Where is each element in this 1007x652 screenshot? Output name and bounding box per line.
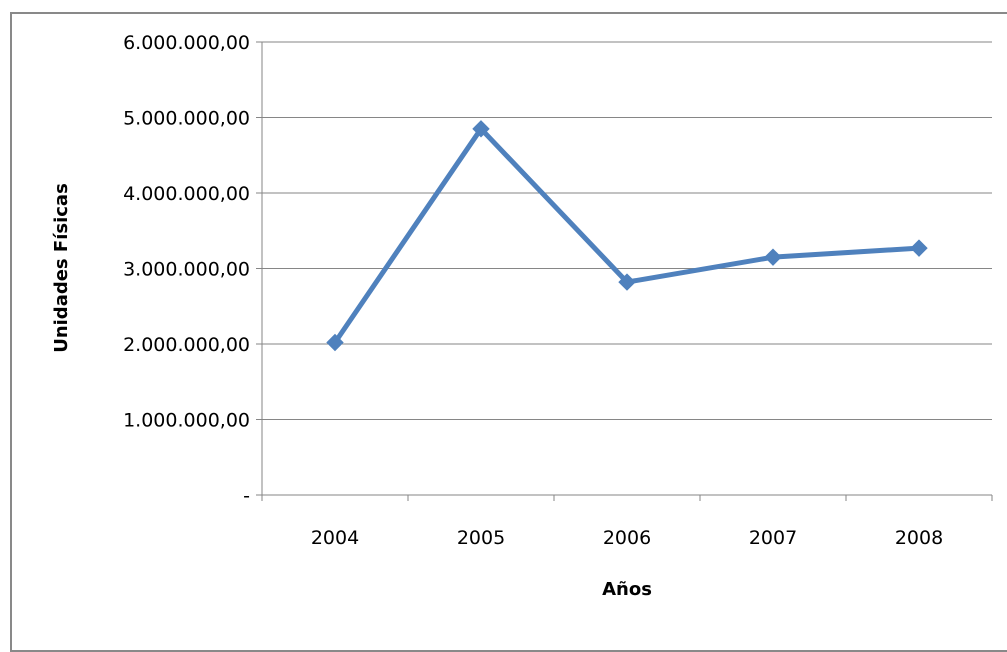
y-tick-label: 2.000.000,00 — [123, 334, 250, 356]
data-point-marker — [910, 239, 928, 257]
y-tick-label: 3.000.000,00 — [123, 259, 250, 281]
x-tick-label: 2008 — [895, 527, 943, 549]
chart-area: - 1.000.000,00 2.000.000,00 3.000.000,00 4.0… — [10, 12, 1007, 652]
y-axis-title: Unidades Físicas — [51, 183, 72, 353]
line-chart: - 1.000.000,00 2.000.000,00 3.000.000,00 4.0… — [51, 32, 993, 600]
y-tick-label: 4.000.000,00 — [123, 183, 250, 205]
y-tick-label: 1.000.000,00 — [123, 410, 250, 432]
y-tick-label: - — [243, 485, 250, 507]
x-tick-label: 2004 — [311, 527, 359, 549]
x-tick-label: 2005 — [457, 527, 505, 549]
data-point-marker — [472, 120, 490, 138]
y-tick-labels: - 1.000.000,00 2.000.000,00 3.000.000,00 4.0… — [123, 32, 250, 507]
gridlines — [262, 41, 992, 420]
data-point-marker — [618, 273, 636, 291]
series-line — [332, 126, 922, 345]
data-point-marker — [326, 333, 344, 352]
x-tick-label: 2006 — [603, 527, 651, 549]
data-point-marker — [764, 248, 782, 266]
y-tick-label: 5.000.000,00 — [123, 108, 250, 130]
x-axis-title: Años — [602, 579, 652, 600]
series — [326, 120, 928, 352]
axes — [256, 41, 993, 501]
x-tick-labels: 2004 2005 2006 2007 2008 — [311, 527, 943, 549]
y-tick-label: 6.000.000,00 — [123, 32, 250, 54]
x-tick-label: 2007 — [749, 527, 797, 549]
